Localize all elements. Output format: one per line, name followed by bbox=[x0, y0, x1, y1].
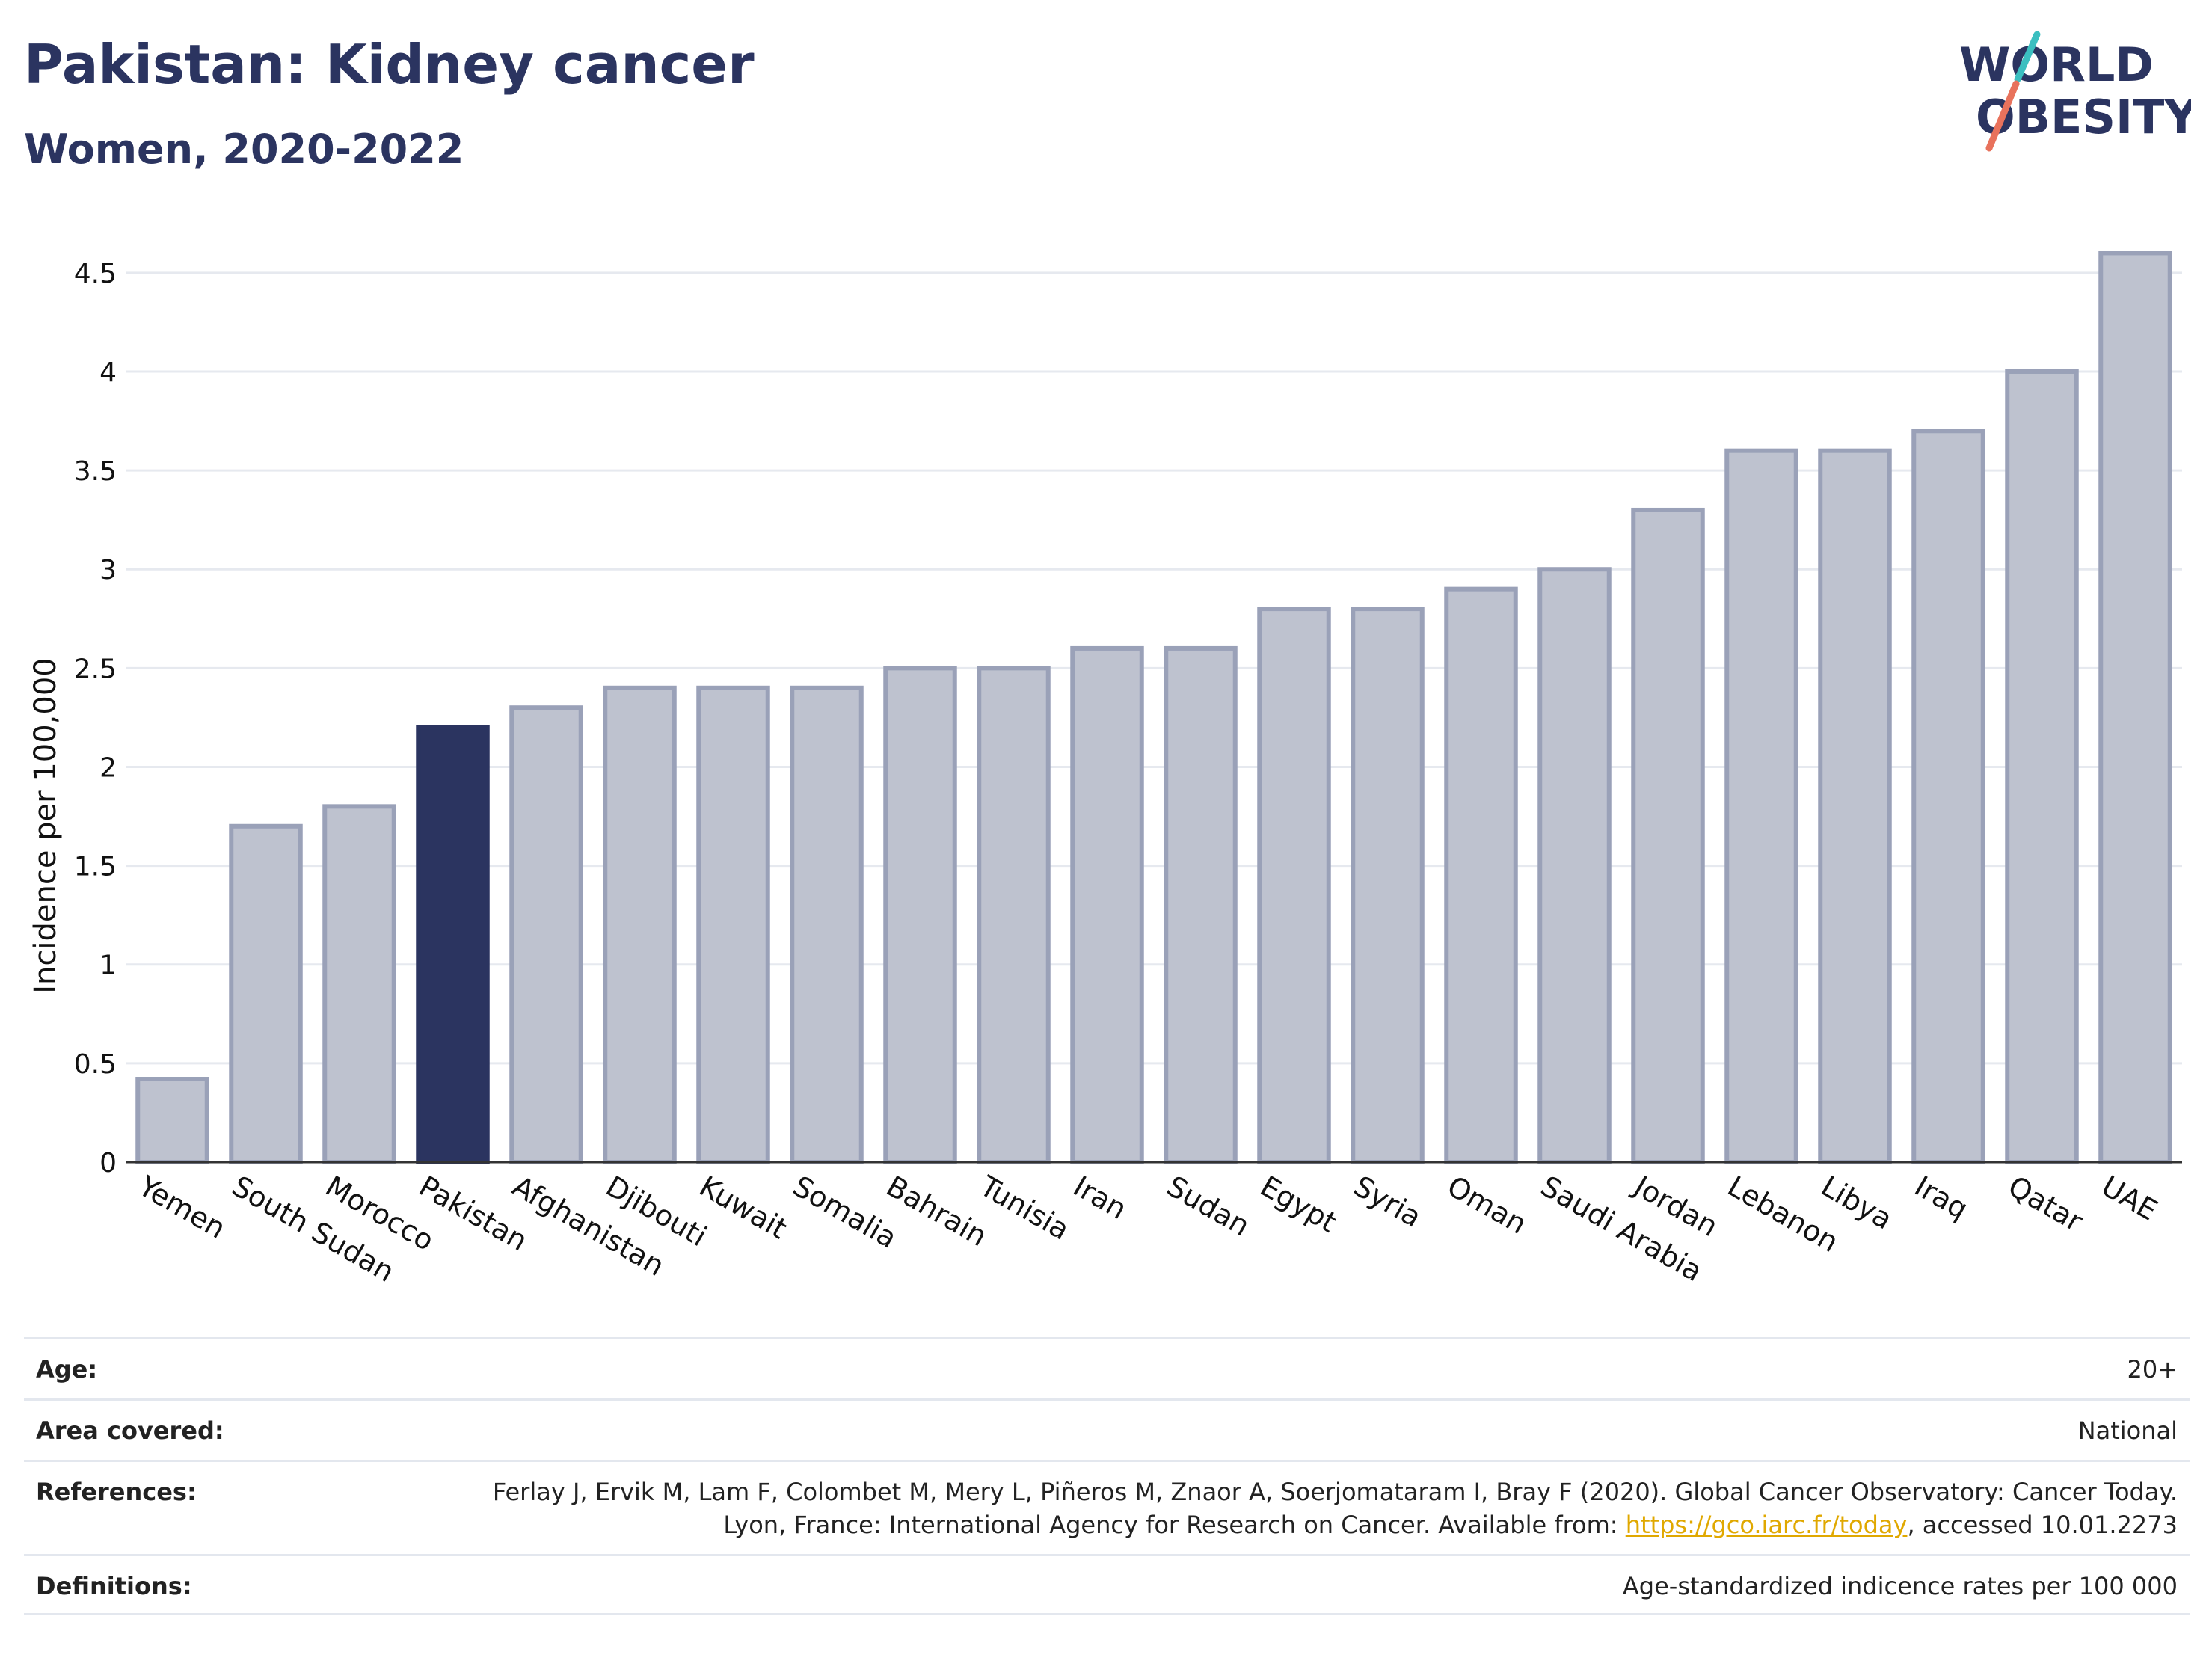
age-label: Age: bbox=[36, 1355, 98, 1384]
bar-libya bbox=[1818, 448, 1892, 1164]
logo-slash-teal bbox=[2014, 31, 2041, 83]
bar-egypt bbox=[1257, 607, 1331, 1164]
y-tick-label: 3 bbox=[99, 555, 117, 586]
bar-bahrain bbox=[883, 666, 957, 1164]
references-text: Ferlay J, Ervik M, Lam F, Colombet M, Me… bbox=[492, 1478, 2178, 1539]
info-row-definitions: Definitions: Age-standardized indicence … bbox=[24, 1554, 2190, 1615]
bar-jordan bbox=[1631, 507, 1705, 1164]
bar-pakistan bbox=[416, 725, 490, 1164]
y-tick-label: 3.5 bbox=[74, 456, 117, 487]
x-tick-label: Qatar bbox=[2003, 1170, 2089, 1238]
y-tick-label: 2.5 bbox=[74, 654, 117, 684]
references-label: References: bbox=[36, 1478, 197, 1506]
x-tick-label: Yemen bbox=[132, 1169, 231, 1245]
area-value: National bbox=[2077, 1416, 2178, 1445]
references-value: Ferlay J, Ervik M, Lam F, Colombet M, Me… bbox=[458, 1476, 2178, 1541]
x-tick-label: Iran bbox=[1068, 1170, 1132, 1226]
bars bbox=[135, 251, 2172, 1165]
x-tick-label: Somalia bbox=[787, 1170, 903, 1255]
y-tick-label: 4 bbox=[99, 357, 117, 388]
info-row-age: Age: 20+ bbox=[24, 1337, 2190, 1398]
info-row-references: References: Ferlay J, Ervik M, Lam F, Co… bbox=[24, 1460, 2190, 1554]
x-tick-label: Oman bbox=[1442, 1170, 1532, 1241]
page-title: Pakistan: Kidney cancer bbox=[24, 33, 755, 96]
info-row-area: Area covered: National bbox=[24, 1398, 2190, 1460]
references-suffix: , accessed 10.01.2273 bbox=[1907, 1511, 2178, 1539]
bar-iran bbox=[1070, 645, 1144, 1164]
logo-text-world: WORLD bbox=[1959, 37, 2154, 92]
world-obesity-logo: WORLD OBESITY bbox=[1959, 31, 2191, 152]
info-table: Age: 20+ Area covered: National Referenc… bbox=[24, 1337, 2190, 1615]
x-tick-label: Iraq bbox=[1909, 1170, 1973, 1226]
x-tick-label: Syria bbox=[1348, 1170, 1427, 1234]
x-tick-label: UAE bbox=[2096, 1170, 2163, 1227]
bar-south-sudan bbox=[229, 823, 303, 1165]
logo-slash-coral bbox=[1985, 80, 2020, 152]
page-subtitle: Women, 2020-2022 bbox=[24, 126, 464, 173]
bar-tunisia bbox=[977, 666, 1051, 1164]
y-tick-label: 4.5 bbox=[74, 259, 117, 289]
bar-iraq bbox=[1911, 429, 1985, 1164]
age-value: 20+ bbox=[2127, 1355, 2178, 1384]
x-tick-label: Tunisia bbox=[974, 1169, 1075, 1247]
references-link[interactable]: https://gco.iarc.fr/today bbox=[1625, 1511, 1908, 1539]
bar-sudan bbox=[1164, 645, 1238, 1164]
bar-somalia bbox=[790, 685, 864, 1164]
bar-lebanon bbox=[1724, 448, 1798, 1164]
bar-qatar bbox=[2005, 369, 2079, 1164]
y-tick-label: 0.5 bbox=[74, 1049, 117, 1080]
bar-afghanistan bbox=[509, 705, 583, 1164]
bar-yemen bbox=[135, 1077, 209, 1165]
y-ticks: 0 0.5 1 1.5 2 2.5 3 3.5 4 4.5 bbox=[74, 259, 117, 1179]
bar-djibouti bbox=[603, 685, 677, 1164]
x-tick-label: Sudan bbox=[1161, 1170, 1256, 1243]
bar-oman bbox=[1444, 586, 1518, 1164]
definitions-label: Definitions: bbox=[36, 1572, 192, 1600]
x-tick-label: Saudi Arabia bbox=[1535, 1170, 1708, 1289]
bar-kuwait bbox=[696, 685, 770, 1164]
area-label: Area covered: bbox=[36, 1416, 224, 1445]
bar-saudi-arabia bbox=[1537, 567, 1612, 1164]
y-tick-label: 1.5 bbox=[74, 852, 117, 882]
y-axis-label: Incidence per 100,000 bbox=[28, 657, 63, 994]
x-tick-label: Egypt bbox=[1255, 1170, 1342, 1239]
x-tick-label: Bahrain bbox=[881, 1170, 992, 1253]
x-tick-label: Kuwait bbox=[694, 1170, 793, 1246]
y-tick-label: 1 bbox=[99, 951, 117, 981]
definitions-value: Age-standardized indicence rates per 100… bbox=[1622, 1572, 2178, 1600]
y-tick-label: 2 bbox=[99, 752, 117, 783]
bar-uae bbox=[2098, 251, 2172, 1164]
bar-morocco bbox=[322, 804, 396, 1165]
y-tick-label: 0 bbox=[99, 1148, 117, 1179]
bar-syria bbox=[1351, 607, 1425, 1164]
